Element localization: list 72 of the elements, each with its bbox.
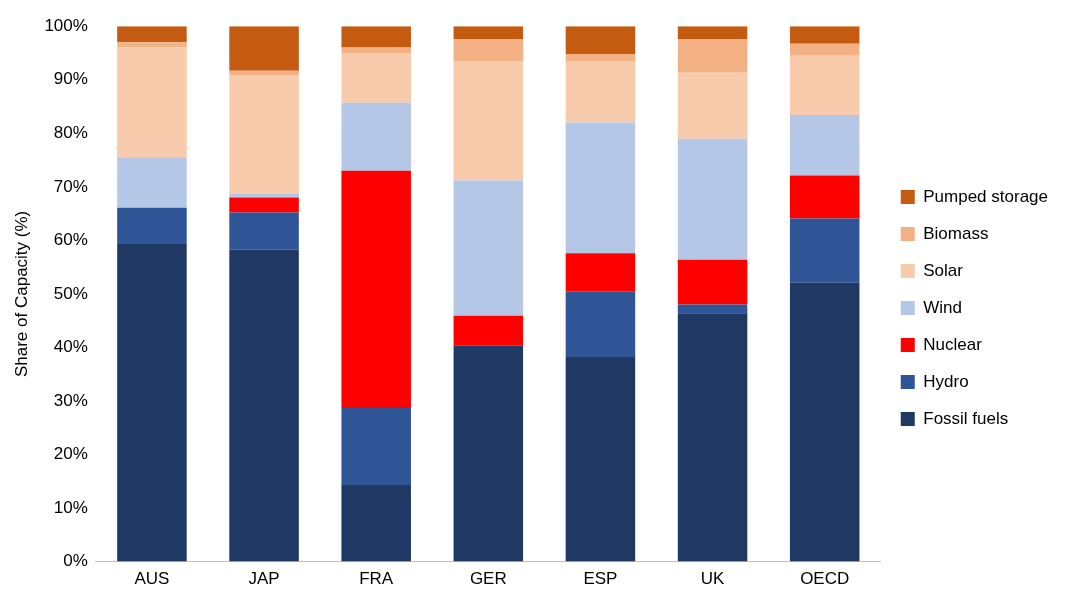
bar: [341, 170, 411, 408]
y-tick-label: 10%: [53, 497, 88, 517]
bar: [677, 39, 748, 73]
bar: [341, 407, 411, 486]
bar: [117, 26, 187, 43]
y-tick-label: 30%: [53, 390, 88, 410]
x-tick-label: ESP: [583, 569, 618, 589]
bar: [341, 102, 411, 171]
y-axis-title: Share of Capacity (%): [11, 210, 31, 378]
y-tick-label: 90%: [53, 69, 88, 89]
bar: [229, 193, 299, 198]
x-tick-label: JAP: [248, 569, 280, 589]
bar: [453, 315, 524, 346]
bar: [341, 26, 411, 48]
bar: [229, 249, 299, 562]
bar: [229, 26, 299, 71]
bar: [117, 244, 187, 562]
bar: [453, 61, 524, 181]
bar: [565, 357, 636, 562]
y-tick-label: 70%: [53, 176, 88, 196]
y-tick-label: 40%: [53, 337, 88, 357]
bar: [677, 138, 748, 260]
legend-label: Solar: [923, 260, 964, 280]
bar: [229, 197, 299, 213]
legend-label: Fossil fuels: [923, 408, 1009, 428]
bar: [453, 39, 524, 61]
bar: [453, 26, 524, 40]
x-tick-label: AUS: [134, 569, 170, 589]
y-tick-label: 60%: [53, 230, 88, 250]
bar: [117, 157, 187, 208]
y-tick-label: 80%: [53, 122, 88, 142]
bar: [341, 47, 411, 53]
bar: [565, 54, 636, 61]
bar: [789, 282, 860, 562]
y-tick-label: 100%: [44, 15, 88, 35]
bar: [789, 43, 860, 56]
bar: [453, 180, 524, 316]
x-tick-label: OECD: [800, 569, 850, 589]
x-tick-label: GER: [469, 569, 507, 589]
bar: [789, 26, 860, 44]
legend-label: Nuclear: [923, 334, 983, 354]
bar: [453, 345, 524, 562]
legend-label: Biomass: [923, 223, 989, 243]
bar: [341, 52, 411, 103]
x-tick-label: FRA: [359, 569, 394, 589]
y-tick-label: 0%: [63, 551, 88, 571]
legend-label: Pumped storage: [923, 186, 1049, 206]
bar: [677, 313, 748, 562]
bar: [677, 259, 748, 305]
bar: [565, 61, 636, 123]
bar: [565, 291, 636, 358]
bar: [565, 26, 636, 55]
bar: [677, 304, 748, 314]
bar: [117, 47, 187, 158]
bar: [229, 212, 299, 250]
bar: [229, 75, 299, 194]
bar: [117, 42, 187, 48]
y-tick-label: 20%: [53, 444, 88, 464]
bar: [565, 122, 636, 254]
bar: [789, 175, 860, 219]
bar: [677, 26, 748, 40]
bar: [677, 72, 748, 139]
bar: [117, 207, 187, 245]
bar: [789, 218, 860, 283]
bar: [789, 115, 860, 176]
bar: [789, 55, 860, 116]
legend-label: Hydro: [923, 371, 969, 391]
x-tick-label: UK: [700, 569, 726, 589]
y-tick-label: 50%: [53, 283, 88, 303]
legend-label: Wind: [923, 297, 962, 317]
bar: [565, 253, 636, 292]
bar: [341, 485, 411, 562]
